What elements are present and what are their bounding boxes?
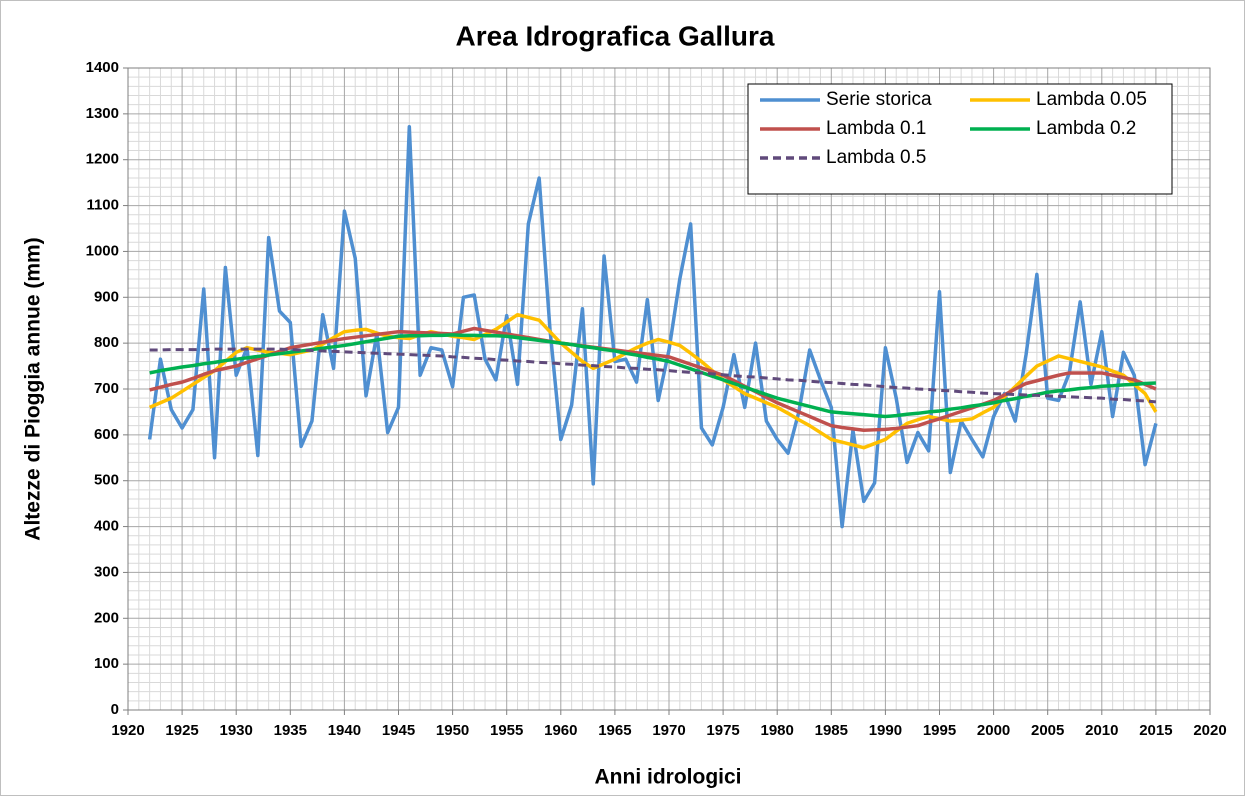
y-tick-label: 100 <box>94 655 119 672</box>
x-axis-label: Anni idrologici <box>595 766 742 789</box>
x-tick-label: 1995 <box>923 722 956 739</box>
y-tick-label: 500 <box>94 472 119 489</box>
x-tick-label: 1945 <box>382 722 415 739</box>
y-axis-label: Altezze di Pioggia annue (mm) <box>22 237 45 540</box>
y-tick-label: 400 <box>94 518 119 535</box>
legend-box <box>747 83 1173 195</box>
series-line <box>148 312 1158 450</box>
y-tick-label: 800 <box>94 334 119 351</box>
x-tick-label: 2005 <box>1031 722 1064 739</box>
legend-label: Lambda 0.1 <box>826 118 926 139</box>
y-tick-label: 200 <box>94 609 119 626</box>
y-tick-label: 300 <box>94 563 119 580</box>
x-tick-label: 2015 <box>1139 722 1172 739</box>
y-tick-label: 0 <box>111 701 119 718</box>
x-tick-label: 1940 <box>328 722 361 739</box>
x-tick-label: 1950 <box>436 722 469 739</box>
y-tick-label: 1000 <box>86 242 119 259</box>
x-tick-label: 1985 <box>815 722 848 739</box>
x-tick-label: 1965 <box>598 722 631 739</box>
y-tick-label: 1300 <box>86 105 119 122</box>
x-tick-label: 1980 <box>761 722 794 739</box>
legend-label: Lambda 0.5 <box>826 147 926 168</box>
x-tick-label: 1925 <box>165 722 198 739</box>
y-tick-label: 900 <box>94 288 119 305</box>
plot-border <box>127 67 1211 711</box>
x-tick-label: 1970 <box>652 722 685 739</box>
y-tick-label: 700 <box>94 380 119 397</box>
x-tick-label: 1960 <box>544 722 577 739</box>
x-tick-label: 1975 <box>706 722 739 739</box>
legend-label: Serie storica <box>826 89 932 110</box>
y-tick-label: 600 <box>94 426 119 443</box>
legend-label: Lambda 0.05 <box>1036 89 1147 110</box>
x-tick-label: 1920 <box>111 722 144 739</box>
y-tick-label: 1100 <box>86 197 119 214</box>
x-tick-label: 2020 <box>1193 722 1226 739</box>
legend-label: Lambda 0.2 <box>1036 118 1136 139</box>
y-tick-label: 1400 <box>86 59 119 76</box>
x-tick-label: 1990 <box>869 722 902 739</box>
series-line <box>149 333 1156 419</box>
x-tick-label: 1955 <box>490 722 523 739</box>
x-tick-label: 2010 <box>1085 722 1118 739</box>
series-line <box>147 124 1158 529</box>
x-tick-label: 1935 <box>274 722 307 739</box>
x-tick-label: 2000 <box>977 722 1010 739</box>
x-tick-label: 1930 <box>220 722 253 739</box>
chart-title: Area Idrografica Gallura <box>455 20 774 51</box>
y-tick-label: 1200 <box>86 151 119 168</box>
